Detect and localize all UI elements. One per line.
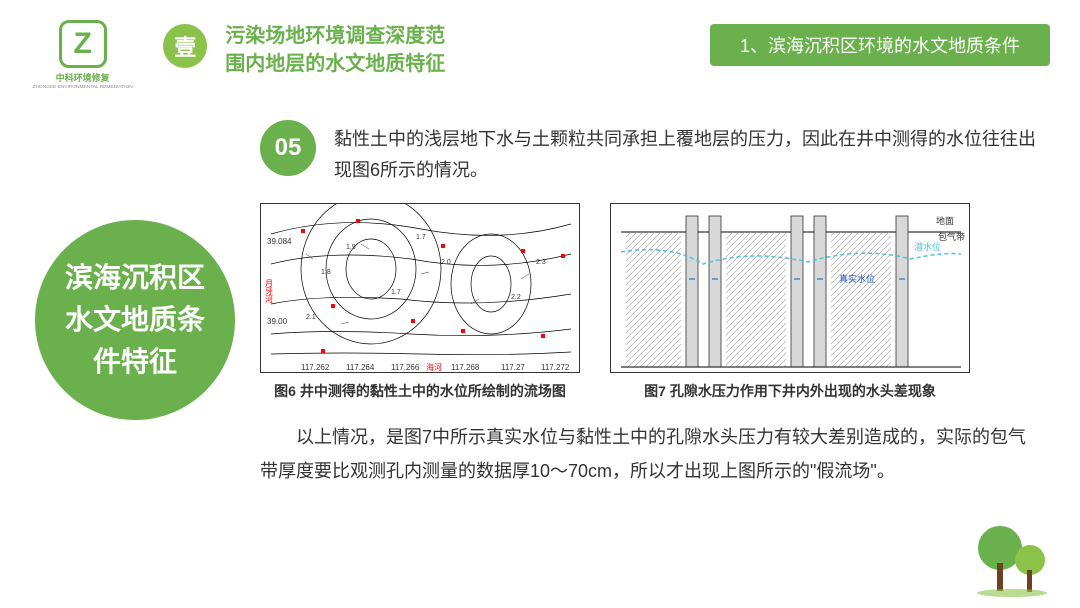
figure-6-chart: 1.9 1.8 1.7 2.1 2.0 2.2 2.3 1.7 bbox=[260, 203, 580, 373]
svg-text:117.262: 117.262 bbox=[301, 363, 330, 372]
point-text: 黏性土中的浅层地下水与土颗粒共同承担上覆地层的压力，因此在井中测得的水位往往出现… bbox=[334, 124, 1040, 185]
svg-text:2.2: 2.2 bbox=[511, 294, 521, 301]
svg-text:地面: 地面 bbox=[936, 215, 954, 226]
page-title: 污染场地环境调查深度范 围内地层的水文地质特征 bbox=[225, 22, 445, 78]
svg-text:1.7: 1.7 bbox=[416, 234, 426, 241]
svg-text:月牙河: 月牙河 bbox=[265, 279, 274, 303]
svg-text:海河: 海河 bbox=[426, 362, 442, 372]
footer-paragraph: 以上情况，是图7中所示真实水位与黏性土中的孔隙水头压力有较大差别造成的，实际的包… bbox=[0, 420, 1080, 488]
logo-sub: ZHONGKE ENVIRONMENTAL REMEDIATION bbox=[33, 85, 133, 90]
topic-circle: 滨海沉积区 水文地质条 件特征 bbox=[35, 220, 235, 420]
right-column: 05 黏性土中的浅层地下水与土颗粒共同承担上覆地层的压力，因此在井中测得的水位往… bbox=[260, 120, 1040, 420]
figure-6: 1.9 1.8 1.7 2.1 2.0 2.2 2.3 1.7 bbox=[260, 203, 580, 401]
figure-6-caption: 图6 井中测得的黏性土中的水位所绘制的流场图 bbox=[274, 381, 566, 401]
svg-text:2.0: 2.0 bbox=[441, 259, 451, 266]
svg-text:117.272: 117.272 bbox=[541, 363, 570, 372]
svg-text:潜水位: 潜水位 bbox=[914, 241, 941, 252]
svg-text:117.264: 117.264 bbox=[346, 363, 375, 372]
subtitle-banner: 1、滨海沉积区环境的水文地质条件 bbox=[710, 24, 1050, 66]
svg-text:117.268: 117.268 bbox=[451, 363, 480, 372]
topic-line-3: 件特征 bbox=[65, 341, 205, 383]
section-number: 壹 bbox=[163, 24, 207, 68]
figure-7-caption: 图7 孔隙水压力作用下井内外出现的水头差现象 bbox=[644, 381, 936, 401]
svg-text:117.27: 117.27 bbox=[501, 363, 525, 372]
svg-text:2.3: 2.3 bbox=[536, 259, 546, 266]
point-row: 05 黏性土中的浅层地下水与土颗粒共同承担上覆地层的压力，因此在井中测得的水位往… bbox=[260, 120, 1040, 185]
title-line-2: 围内地层的水文地质特征 bbox=[225, 50, 445, 78]
logo-text: 中科环境修复 bbox=[56, 71, 110, 84]
svg-text:117.266: 117.266 bbox=[391, 363, 420, 372]
well-diagram-svg: 地面 潜水位 真实水位 包气带 bbox=[611, 204, 971, 374]
svg-text:2.1: 2.1 bbox=[306, 314, 316, 321]
left-column: 滨海沉积区 水文地质条 件特征 bbox=[30, 120, 240, 420]
contour-map-svg: 1.9 1.8 1.7 2.1 2.0 2.2 2.3 1.7 bbox=[261, 204, 581, 374]
title-line-1: 污染场地环境调查深度范 bbox=[225, 22, 445, 50]
logo: Z 中科环境修复 ZHONGKE ENVIRONMENTAL REMEDIATI… bbox=[20, 20, 145, 90]
svg-text:包气带: 包气带 bbox=[938, 231, 965, 242]
figures-row: 1.9 1.8 1.7 2.1 2.0 2.2 2.3 1.7 bbox=[260, 203, 1040, 401]
tree-decoration-icon bbox=[970, 518, 1060, 598]
point-number-badge: 05 bbox=[260, 120, 316, 176]
logo-mark: Z bbox=[59, 20, 107, 68]
svg-text:1.9: 1.9 bbox=[346, 244, 356, 251]
svg-text:真实水位: 真实水位 bbox=[839, 273, 875, 284]
header: Z 中科环境修复 ZHONGKE ENVIRONMENTAL REMEDIATI… bbox=[0, 0, 1080, 100]
svg-text:1.7: 1.7 bbox=[391, 289, 401, 296]
svg-text:1.8: 1.8 bbox=[321, 269, 331, 276]
topic-line-2: 水文地质条 bbox=[65, 299, 205, 341]
svg-text:39.00: 39.00 bbox=[267, 317, 288, 326]
svg-text:39.084: 39.084 bbox=[267, 237, 292, 246]
topic-line-1: 滨海沉积区 bbox=[65, 257, 205, 299]
figure-7: 地面 潜水位 真实水位 包气带 图7 孔隙水压力作用下井内外出现的水头差现象 bbox=[610, 203, 970, 401]
figure-7-chart: 地面 潜水位 真实水位 包气带 bbox=[610, 203, 970, 373]
content: 滨海沉积区 水文地质条 件特征 05 黏性土中的浅层地下水与土颗粒共同承担上覆地… bbox=[0, 100, 1080, 420]
